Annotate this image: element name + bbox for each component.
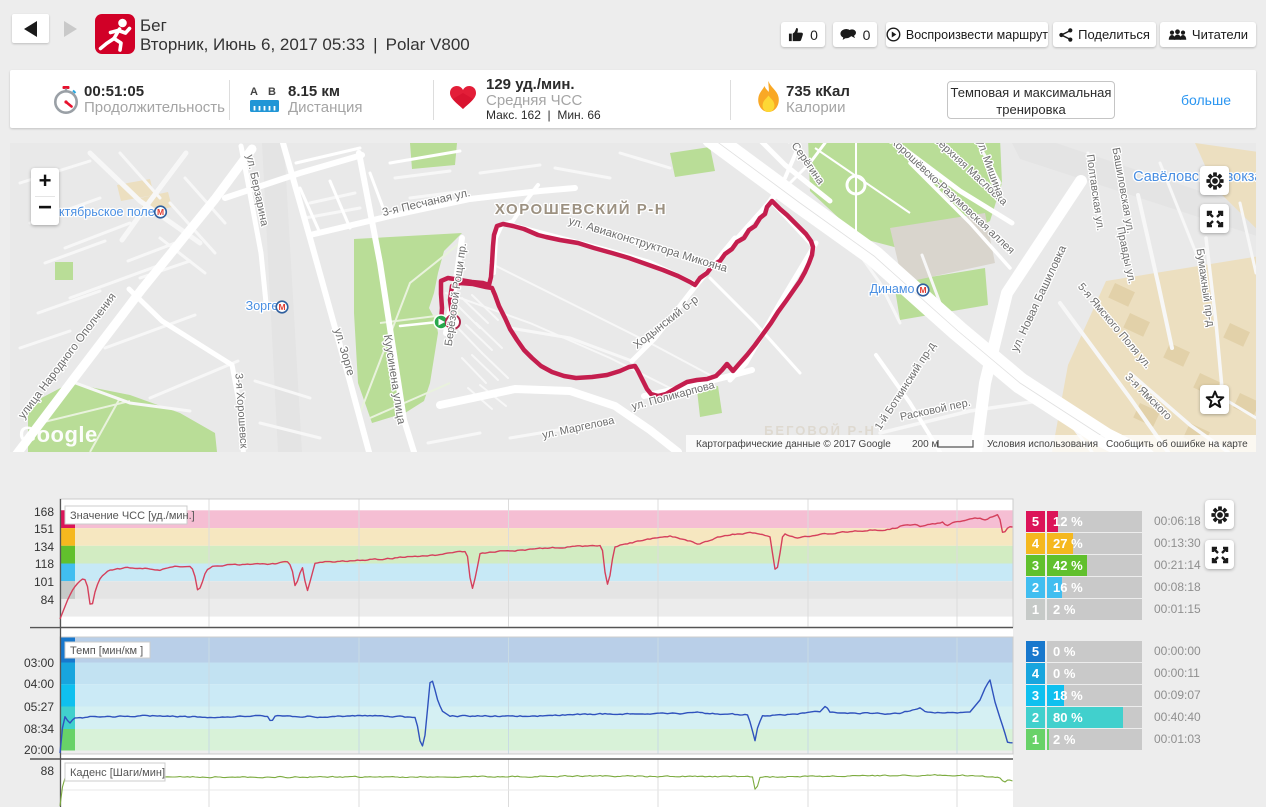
svg-text:М: М	[157, 207, 164, 217]
svg-text:Октябрьское поле: Октябрьское поле	[49, 205, 154, 219]
svg-text:М: М	[278, 302, 285, 312]
svg-text:Значение ЧСС [уд./мин.]: Значение ЧСС [уд./мин.]	[70, 510, 195, 522]
svg-text:М: М	[919, 285, 926, 295]
svg-text:Динамо: Динамо	[870, 282, 915, 296]
svg-text:Сообщить об ошибке на карте: Сообщить об ошибке на карте	[1106, 438, 1248, 450]
svg-text:200 м: 200 м	[912, 439, 938, 450]
svg-text:ХОРОШЕВСКИЙ Р-Н: ХОРОШЕВСКИЙ Р-Н	[495, 200, 667, 218]
svg-text:БЕГОВОЙ Р-Н: БЕГОВОЙ Р-Н	[764, 423, 876, 438]
svg-text:Условия использования: Условия использования	[987, 439, 1098, 450]
svg-text:Темп [мин/км ]: Темп [мин/км ]	[70, 645, 143, 657]
svg-text:Каденс [Шаги/мин]: Каденс [Шаги/мин]	[70, 767, 165, 779]
svg-text:Google: Google	[19, 422, 98, 447]
svg-text:Картографические данные © 2017: Картографические данные © 2017 Google	[696, 438, 891, 450]
svg-text:Зорге: Зорге	[246, 299, 279, 313]
svg-text:Савёловский вокзал: Савёловский вокзал	[1133, 169, 1256, 185]
